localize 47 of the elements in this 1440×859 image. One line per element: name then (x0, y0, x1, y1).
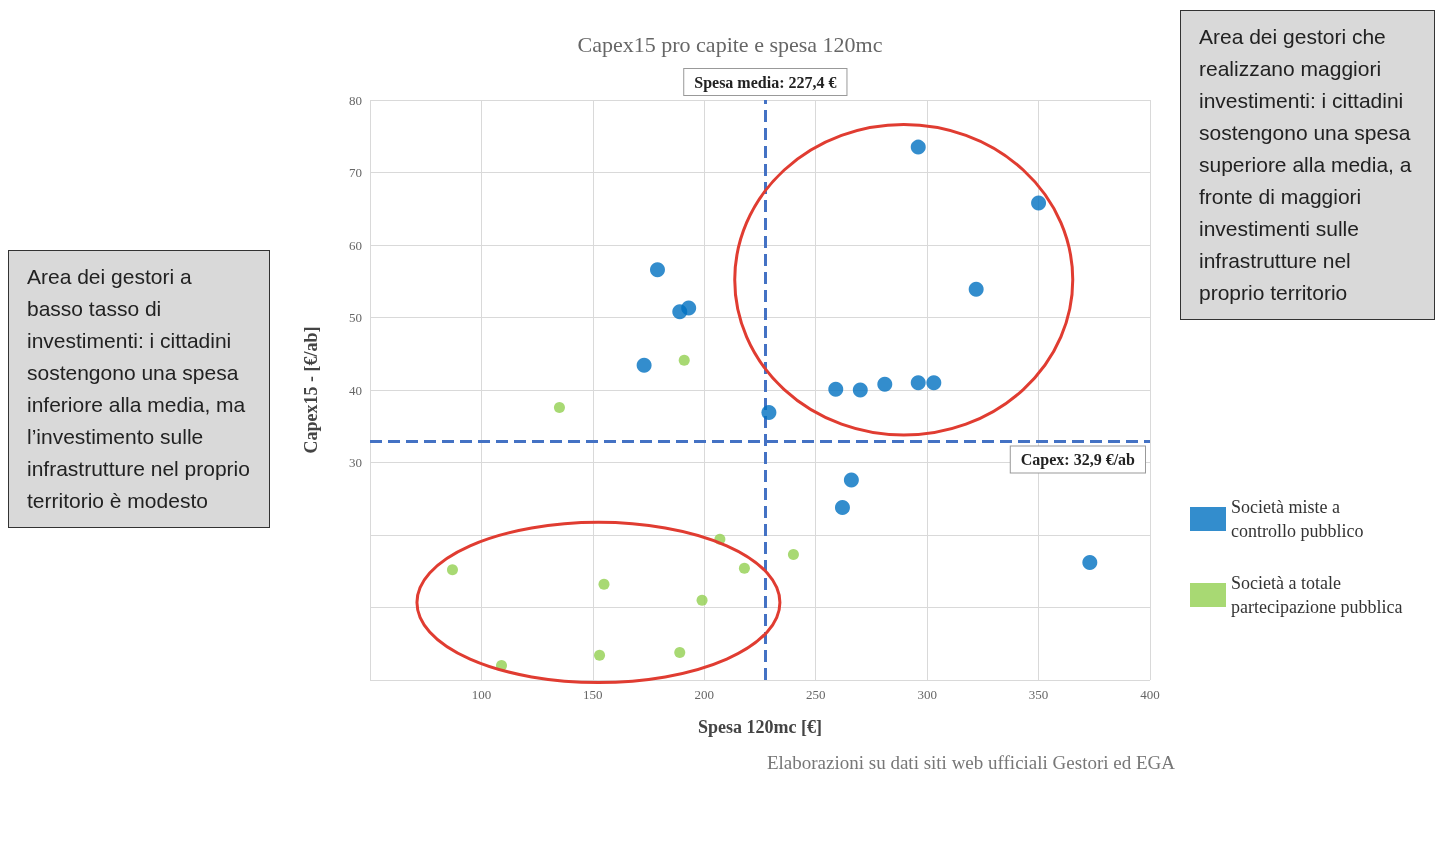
point (910, 375, 926, 391)
legend-label: Società a totale partecipazione pubblica (1231, 573, 1403, 617)
point (696, 594, 708, 606)
point (678, 354, 690, 366)
x-tick-label: 400 (1140, 687, 1160, 702)
y-axis-title: Capex15 - [€/ab] (301, 326, 321, 454)
y-tick-label: 80 (349, 92, 362, 108)
point (674, 646, 686, 658)
chart-title: Capex15 pro capite e spesa 120mc (577, 31, 883, 57)
x-tick-label: 350 (1028, 687, 1049, 702)
point (761, 404, 777, 420)
x-tick-label: 150 (583, 687, 603, 702)
point (877, 376, 893, 392)
point (787, 549, 799, 561)
point (594, 649, 606, 661)
x-axis-title: Spesa 120mc [€] (698, 717, 822, 737)
point (1082, 555, 1098, 571)
y-tick-label: 50 (349, 310, 362, 325)
text: Area dei gestori a basso tasso di investimenti: i cittadini sostengono una spesa inferiore alla media, ma l’investimento sulle infrastrutture nel proprio territorio è modesto (8, 250, 270, 528)
point (598, 578, 610, 590)
point (650, 262, 665, 278)
text: Area dei gestori che realizzano maggiori investimenti: i cittadini sostengono una spesa superiore alla media, a fronte di maggiori investimenti sulle infrastrutture nel proprio territorio (1199, 25, 1412, 304)
point (843, 472, 859, 488)
point (852, 382, 868, 398)
x-tick-label: 100 (471, 687, 492, 702)
x-tick-label: 300 (917, 687, 937, 702)
y-tick-label: 30 (349, 455, 362, 470)
point (968, 281, 984, 297)
x-tick-label: 200 (694, 687, 715, 702)
point (681, 300, 697, 316)
point (926, 375, 942, 391)
x-tick-label: 250 (805, 687, 826, 702)
point (1031, 195, 1047, 211)
point (834, 499, 850, 515)
y-tick-label: 60 (349, 237, 362, 253)
point (553, 401, 565, 413)
y-tick-label: 40 (349, 382, 362, 398)
point (910, 139, 926, 155)
ref-line-label: Spesa media: 227,4 € (694, 73, 837, 92)
legend-label: Società miste a controllo pubblico (1231, 497, 1364, 541)
point (738, 562, 750, 574)
point (446, 564, 458, 576)
y-tick-label: 70 (349, 165, 362, 180)
text: Elaborazioni su dati siti web ufficiali Gestori ed EGA (766, 752, 1175, 774)
point (636, 357, 652, 373)
point (828, 381, 844, 397)
ref-line-label: Capex: 32,9 €/ab (1020, 450, 1136, 469)
